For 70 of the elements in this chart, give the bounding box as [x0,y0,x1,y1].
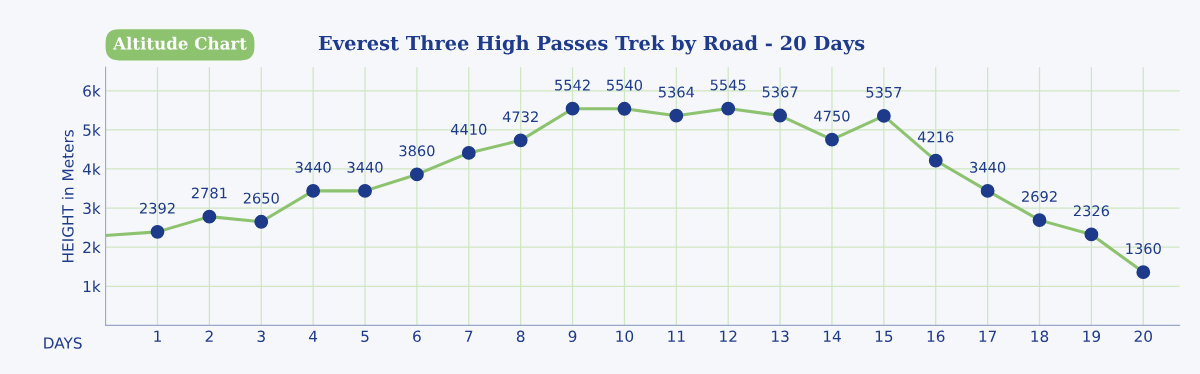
x-tick-label: 3 [257,330,265,343]
data-label: 1360 [1126,243,1161,255]
data-label: 3440 [347,161,383,173]
point [1136,265,1151,280]
x-tick-label: 1 [154,330,161,342]
x-tick-label: 17 [979,330,997,342]
data-label: 4732 [502,111,538,123]
data-label: 2650 [243,192,279,204]
x-tick-label: 8 [516,330,525,343]
point [773,108,787,123]
point [669,108,684,123]
y-tick-label: 5k [83,124,101,136]
data-label: 3440 [295,161,331,173]
data-label: 5357 [866,86,902,98]
x-tick-label: 10 [616,330,634,343]
y-tick-label: 2k [83,241,101,253]
point [876,109,891,123]
point [513,133,528,148]
data-label: 2692 [1022,190,1057,203]
y-axis-title: HEIGHT in Meters [61,130,74,262]
y-tick-label: 1k [83,280,101,293]
data-label: 5364 [658,86,695,98]
point [825,132,839,147]
x-tick-label: 2 [205,330,213,342]
point [617,101,632,116]
x-axis-title: DAYS [44,337,82,349]
x-tick-label: 16 [927,330,945,343]
data-label: 4216 [917,131,954,143]
x-tick-label: 9 [568,330,577,343]
y-tick-label: 6k [83,84,101,97]
point [721,101,736,116]
data-label: 4750 [814,110,850,122]
text: Altitude Chart [112,36,247,50]
data-label: 4410 [450,123,487,135]
y-tick-label: 3k [83,202,101,215]
x-tick-label: 13 [772,330,789,343]
x-tick-label: 11 [668,330,685,342]
x-tick-label: 6 [413,330,421,343]
point [409,167,424,182]
x-tick-label: 14 [823,330,841,342]
data-label: 5367 [762,86,798,98]
point [928,153,943,168]
point [1084,227,1099,242]
point [980,183,995,198]
chart-title: Everest Three High Passes Trek by Road - 20 Days [318,35,865,55]
point [358,183,372,198]
x-tick-label: 19 [1083,330,1101,343]
point [461,146,476,160]
x-tick-label: 7 [465,330,473,342]
point [306,183,321,198]
x-tick-label: 4 [309,330,318,342]
data-label: 5545 [710,79,746,91]
data-label: 2326 [1073,205,1110,217]
point [1032,213,1047,228]
point [202,209,217,224]
x-tick-label: 15 [875,330,893,343]
data-label: 2392 [140,202,175,214]
x-tick-label: 5 [361,330,369,343]
point [254,214,269,229]
x-tick-label: 18 [1031,330,1049,343]
x-tick-label: 12 [720,330,737,342]
point [565,101,580,116]
data-label: 3440 [970,161,1006,173]
data-label: 3860 [399,145,435,157]
point [150,224,165,239]
data-label: 2781 [191,187,227,199]
x-tick-label: 20 [1134,330,1152,343]
y-tick-label: 4k [82,163,101,175]
data-label: 5542 [555,79,590,91]
data-label: 5540 [607,79,643,91]
